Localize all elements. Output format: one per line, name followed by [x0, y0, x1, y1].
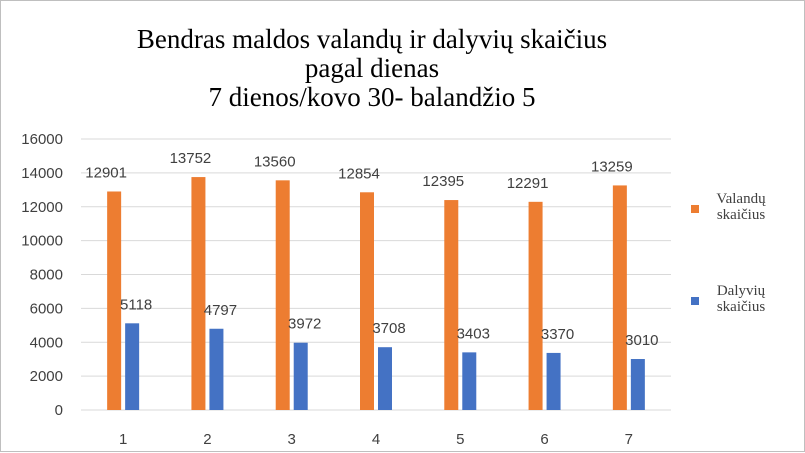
data-label: 3370	[541, 326, 574, 343]
data-label: 3010	[625, 332, 658, 349]
x-tick-label: 2	[203, 431, 211, 448]
y-tick-label: 0	[55, 402, 63, 419]
y-tick-label: 2000	[30, 368, 63, 385]
y-tick-label: 4000	[30, 334, 63, 351]
x-tick-label: 7	[625, 431, 633, 448]
y-tick-label: 6000	[30, 300, 63, 317]
chart-title: Bendras maldos valandų ir dalyvių skaiči…	[1, 25, 743, 112]
chart-title-line-1: Bendras maldos valandų ir dalyvių skaiči…	[136, 24, 608, 54]
bar-valandu	[612, 185, 627, 410]
legend-label-dalyviu: Dalyvių skaičius	[716, 283, 766, 315]
bar-dalyviu	[125, 323, 140, 410]
data-label: 12395	[422, 173, 464, 190]
y-tick-label: 8000	[30, 267, 63, 284]
legend-swatch-valandu	[691, 205, 699, 213]
data-label: 4797	[204, 302, 237, 319]
bar-dalyviu	[630, 359, 645, 410]
x-tick-label: 5	[456, 431, 464, 448]
bar-dalyviu	[462, 352, 477, 410]
bar-valandu	[107, 191, 122, 410]
legend-swatch-dalyviu	[691, 297, 699, 305]
bar-dalyviu	[209, 328, 224, 410]
y-tick-label: 10000	[21, 233, 63, 250]
legend-label-valandu: Valandų skaičius	[716, 191, 766, 223]
bar-dalyviu	[378, 347, 392, 410]
bar-valandu	[528, 201, 543, 410]
chart-title-line-2: pagal dienas	[304, 53, 440, 83]
data-label: 13259	[591, 158, 633, 175]
data-label: 3403	[457, 325, 490, 342]
y-tick-label: 16000	[21, 131, 63, 148]
data-label: 13560	[254, 153, 296, 170]
x-tick-label: 4	[372, 431, 380, 448]
data-label: 3972	[288, 316, 321, 333]
data-label: 12901	[85, 164, 127, 181]
data-label: 12291	[507, 175, 549, 192]
x-tick-label: 3	[288, 431, 296, 448]
x-tick-label: 1	[119, 431, 127, 448]
bar-dalyviu	[546, 352, 561, 410]
data-label: 12854	[338, 165, 380, 182]
chart-title-line-3: 7 dienos/kovo 30- balandžio 5	[208, 82, 536, 112]
bar-valandu	[444, 200, 459, 410]
data-label: 13752	[170, 150, 212, 167]
x-tick-label: 6	[540, 431, 548, 448]
data-label: 5118	[120, 296, 152, 313]
bar-dalyviu	[293, 342, 308, 410]
bar-valandu	[275, 180, 290, 410]
bar-valandu	[191, 177, 206, 410]
bar-valandu	[360, 192, 374, 410]
y-tick-label: 12000	[21, 199, 63, 216]
y-tick-label: 14000	[21, 165, 63, 182]
data-label: 3708	[372, 320, 405, 337]
